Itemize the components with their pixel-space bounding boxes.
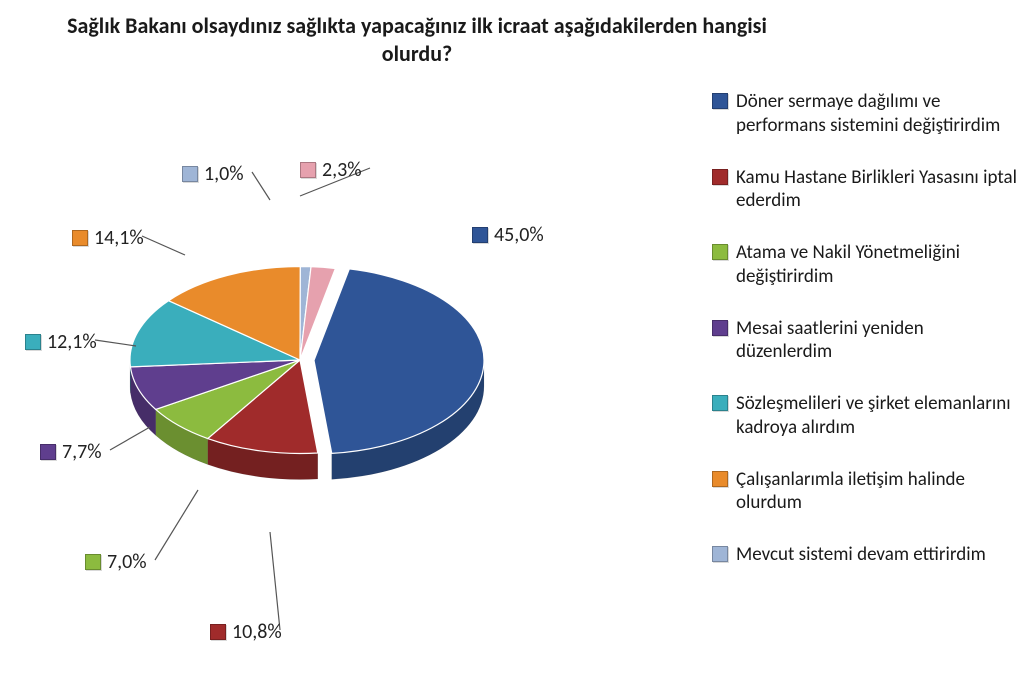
chart-title: Sağlık Bakanı olsaydınız sağlıkta yapaca… [60,12,774,67]
legend-item: Döner sermaye dağılımı ve performans sis… [712,90,1022,138]
legend-item: Sözleşmelileri ve şirket elemanlarını ka… [712,392,1022,440]
legend-item: Çalışanlarımla iletişim halinde olurdum [712,468,1022,516]
legend-item: Kamu Hastane Birlikleri Yasasını iptal e… [712,166,1022,214]
legend-swatch [712,169,728,185]
legend-swatch [712,244,728,260]
legend-label: Kamu Hastane Birlikleri Yasasını iptal e… [736,166,1022,214]
legend-swatch [712,320,728,336]
legend-swatch [712,395,728,411]
legend-label: Atama ve Nakil Yönetmeliğini değiştirird… [736,241,1022,289]
legend-item: Mevcut sistemi devam ettirirdim [712,543,1022,567]
legend-swatch [712,93,728,109]
legend-label: Sözleşmelileri ve şirket elemanlarını ka… [736,392,1022,440]
legend-label: Mesai saatlerini yeniden düzenlerdim [736,317,1022,365]
legend-label: Çalışanlarımla iletişim halinde olurdum [736,468,1022,516]
legend-swatch [712,546,728,562]
legend-label: Mevcut sistemi devam ettirirdim [736,543,1022,567]
legend-label: Döner sermaye dağılımı ve performans sis… [736,90,1022,138]
legend-swatch [712,471,728,487]
legend-item: Mesai saatlerini yeniden düzenlerdim [712,317,1022,365]
pie-chart [10,80,570,640]
legend-item: Atama ve Nakil Yönetmeliğini değiştirird… [712,241,1022,289]
chart-legend: Döner sermaye dağılımı ve performans sis… [712,90,1022,567]
